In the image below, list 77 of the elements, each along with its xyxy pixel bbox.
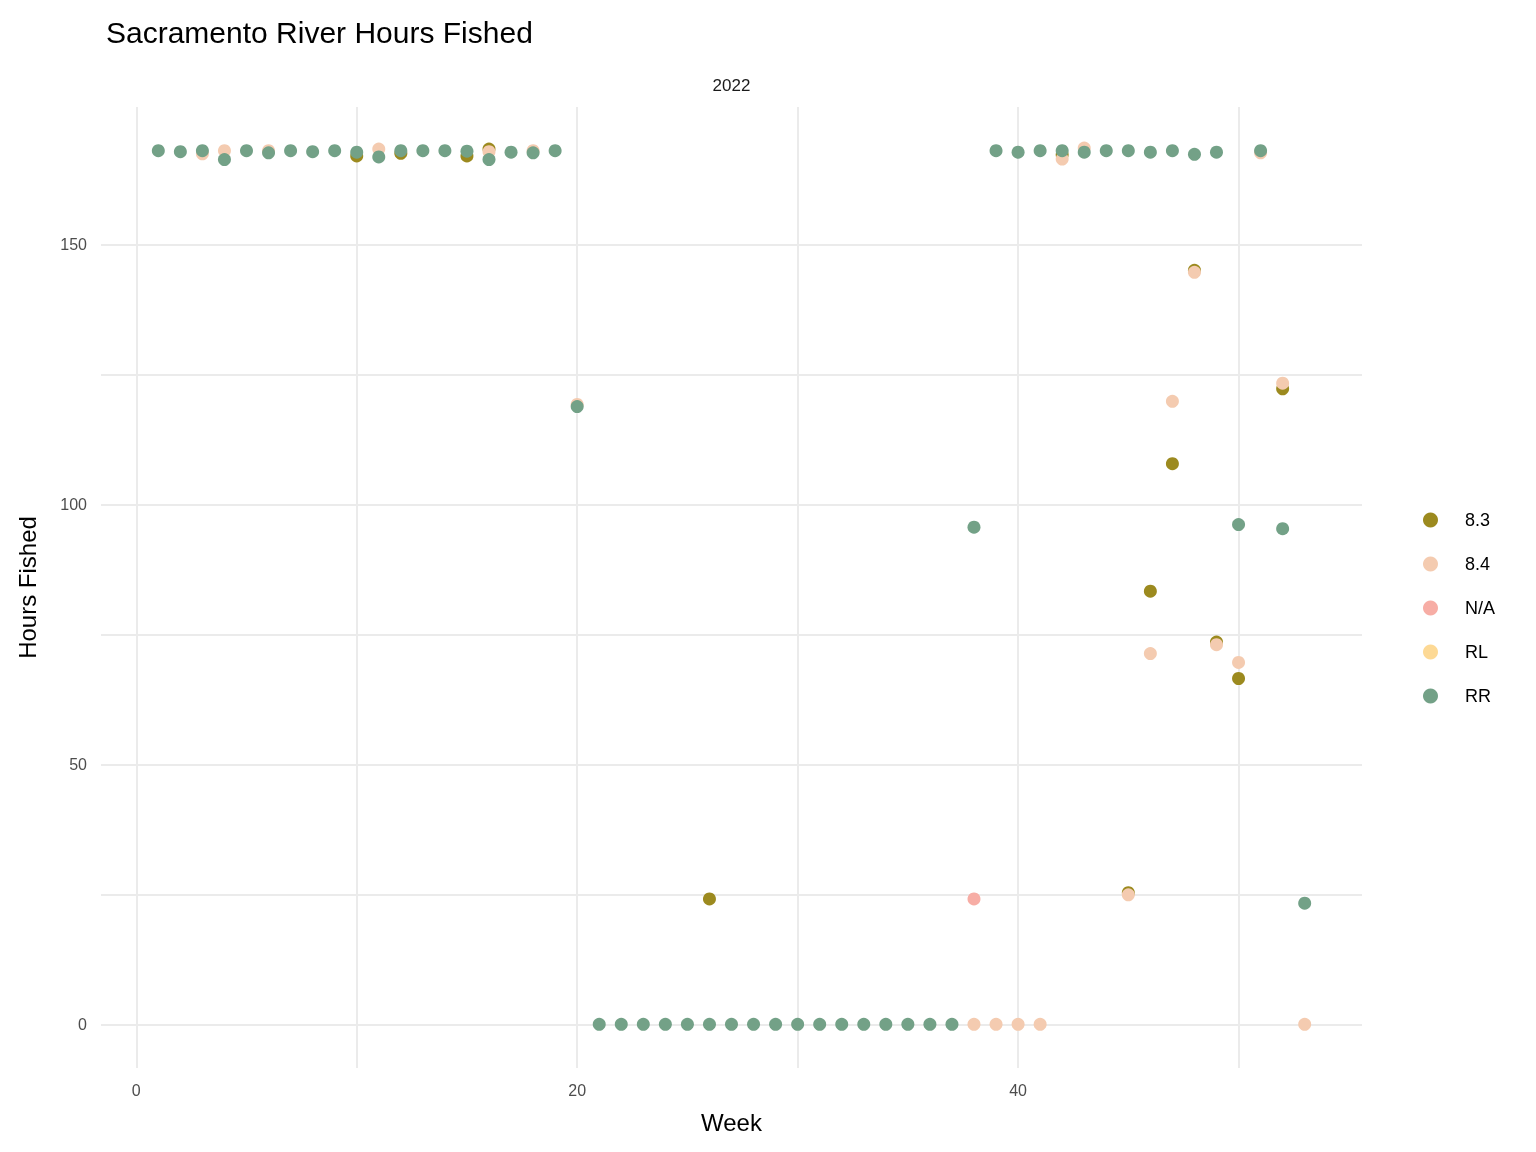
point [1187,147,1201,161]
point [879,1017,893,1031]
point [1033,144,1047,158]
x-axis-title: Week [701,1108,763,1136]
point [460,144,474,158]
point [813,1017,827,1031]
point [1121,144,1135,158]
y-axis-title: Hours Fished [13,516,41,659]
y-tick-label: 100 [60,495,88,513]
point [151,144,165,158]
point [1165,457,1179,471]
point [636,1017,650,1031]
point [1298,1017,1312,1031]
point [967,1017,981,1031]
point [725,1017,738,1031]
point [945,1017,959,1031]
y-tick-label: 50 [69,755,88,773]
point [769,1017,783,1031]
point [504,145,518,159]
point [989,144,1003,158]
point [1210,145,1223,159]
point [350,145,364,159]
point [1099,144,1113,158]
legend-label: 8.3 [1465,510,1491,530]
point [416,144,430,158]
point [967,520,981,534]
point [1143,145,1157,159]
legend-label: 8.4 [1465,554,1491,574]
legend-label: RR [1465,686,1491,706]
point [1298,896,1312,910]
point [901,1017,915,1031]
point [328,144,342,158]
legend-label: RL [1465,642,1489,662]
y-tick-label: 0 [78,1015,88,1033]
point [306,145,320,159]
point [438,144,452,158]
point [1143,647,1157,661]
point [1033,1017,1047,1031]
point [1232,518,1246,532]
point [680,1017,694,1031]
point [1011,1017,1025,1031]
point [173,145,187,159]
x-tick-label: 40 [1009,1081,1028,1099]
point [284,144,298,158]
point [1055,144,1069,158]
point [592,1017,606,1031]
point [1165,394,1179,408]
point [791,1017,805,1031]
point [702,1017,716,1031]
point [702,892,716,906]
chart-title: Sacramento River Hours Fished [106,15,533,49]
point [240,144,253,158]
point [967,892,981,906]
legend-label: N/A [1465,598,1496,618]
point [1165,144,1179,158]
point [217,153,231,167]
point [747,1017,761,1031]
x-tick-label: 20 [568,1081,587,1099]
point [482,153,496,167]
point [857,1017,871,1031]
point [1276,522,1290,536]
point [1276,376,1290,390]
point [989,1017,1003,1031]
point [548,144,562,158]
chart-subtitle: 2022 [712,75,751,95]
y-tick-label: 150 [60,235,88,253]
point [614,1017,628,1031]
point [835,1017,849,1031]
point [1011,145,1025,159]
point [658,1017,672,1031]
point [372,150,386,164]
point [1143,584,1157,598]
point [1077,145,1091,159]
point [1232,655,1246,669]
x-tick-label: 0 [131,1081,141,1099]
point [1232,672,1246,685]
point [923,1017,937,1031]
